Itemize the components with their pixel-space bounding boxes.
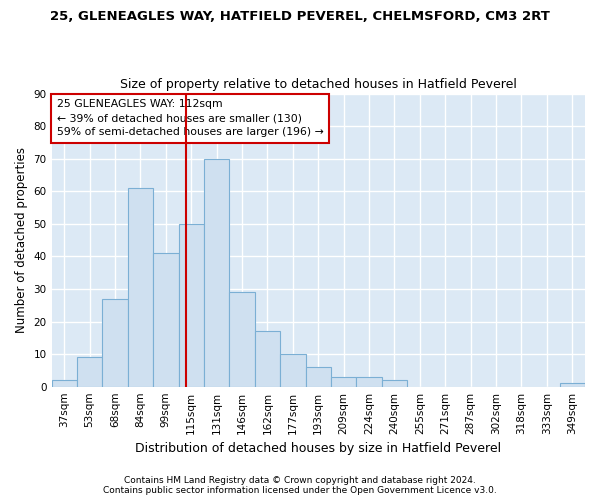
Bar bbox=[356, 377, 382, 386]
Bar bbox=[331, 377, 356, 386]
Text: 25 GLENEAGLES WAY: 112sqm
← 39% of detached houses are smaller (130)
59% of semi: 25 GLENEAGLES WAY: 112sqm ← 39% of detac… bbox=[57, 100, 323, 138]
X-axis label: Distribution of detached houses by size in Hatfield Peverel: Distribution of detached houses by size … bbox=[135, 442, 502, 455]
Bar bbox=[128, 188, 153, 386]
Bar bbox=[52, 380, 77, 386]
Text: 25, GLENEAGLES WAY, HATFIELD PEVEREL, CHELMSFORD, CM3 2RT: 25, GLENEAGLES WAY, HATFIELD PEVEREL, CH… bbox=[50, 10, 550, 23]
Text: Contains HM Land Registry data © Crown copyright and database right 2024.
Contai: Contains HM Land Registry data © Crown c… bbox=[103, 476, 497, 495]
Bar bbox=[305, 367, 331, 386]
Bar bbox=[382, 380, 407, 386]
Bar bbox=[204, 158, 229, 386]
Bar bbox=[560, 384, 585, 386]
Bar bbox=[229, 292, 255, 386]
Y-axis label: Number of detached properties: Number of detached properties bbox=[15, 147, 28, 333]
Bar bbox=[255, 332, 280, 386]
Bar bbox=[280, 354, 305, 386]
Bar bbox=[179, 224, 204, 386]
Title: Size of property relative to detached houses in Hatfield Peverel: Size of property relative to detached ho… bbox=[120, 78, 517, 91]
Bar bbox=[153, 253, 179, 386]
Bar bbox=[77, 358, 103, 386]
Bar bbox=[103, 298, 128, 386]
